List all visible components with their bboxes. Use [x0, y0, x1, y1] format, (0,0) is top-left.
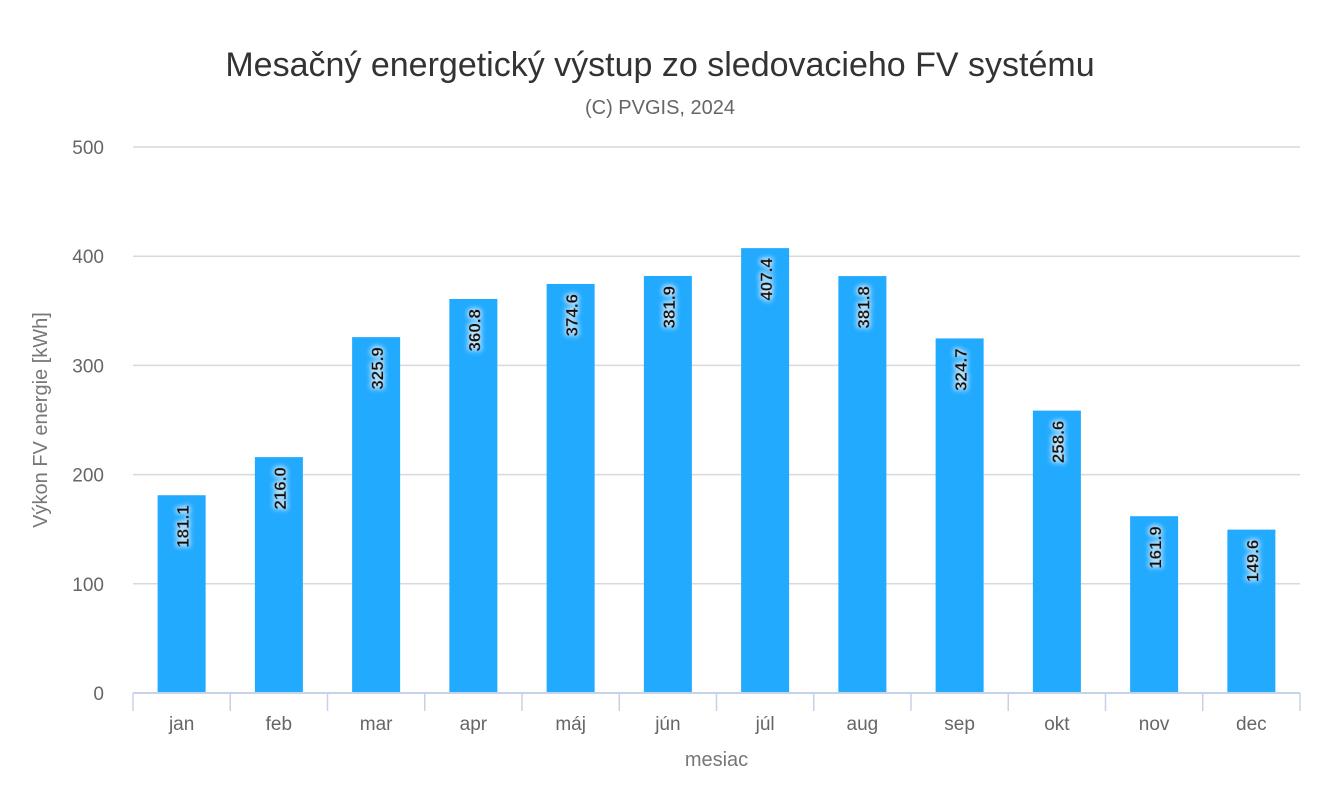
x-tick-label: nov: [1139, 714, 1170, 735]
chart-title: Mesačný energetický výstup zo sledovacie…: [225, 46, 1095, 84]
bar: [1227, 529, 1276, 693]
data-label: 360.8: [465, 309, 484, 352]
y-tick-label: 200: [72, 466, 104, 487]
bar: [1130, 516, 1179, 693]
bar: [1032, 410, 1081, 693]
x-tick-label: apr: [460, 714, 488, 735]
data-label: 324.7: [952, 348, 971, 391]
x-tick-label: máj: [555, 714, 586, 735]
x-tick-label: dec: [1236, 714, 1267, 735]
data-label: 181.1: [174, 505, 193, 548]
x-axis-title: mesiac: [685, 749, 748, 771]
x-tick-label: aug: [847, 714, 879, 735]
data-label: 258.6: [1049, 421, 1068, 464]
bar: [546, 283, 595, 693]
bar: [643, 275, 692, 693]
y-tick-label: 100: [72, 575, 104, 596]
x-tick-label: sep: [944, 714, 975, 735]
bar: [254, 457, 303, 693]
x-tick-label: feb: [266, 714, 292, 735]
bar: [741, 248, 790, 693]
bar: [935, 338, 984, 693]
y-tick-label: 400: [72, 247, 104, 268]
x-tick-label: júl: [755, 714, 775, 735]
chart-subtitle: (C) PVGIS, 2024: [584, 97, 736, 119]
bar: [157, 495, 206, 693]
x-tick-label: jún: [654, 714, 680, 735]
data-label: 161.9: [1146, 526, 1165, 569]
data-label: 381.9: [660, 286, 679, 329]
data-label: 216.0: [271, 467, 290, 510]
data-label: 381.8: [854, 286, 873, 329]
data-label: 407.4: [757, 258, 776, 301]
bar: [352, 337, 401, 693]
x-tick-label: mar: [360, 714, 393, 735]
bar: [838, 276, 887, 693]
data-label: 374.6: [563, 294, 582, 337]
y-tick-label: 300: [72, 356, 104, 377]
y-tick-label: 500: [72, 138, 104, 159]
x-tick-label: okt: [1044, 714, 1070, 735]
y-axis-title: Výkon FV energie [kWh]: [30, 312, 52, 528]
x-tick-label: jan: [168, 714, 194, 735]
data-label: 149.6: [1243, 540, 1262, 583]
y-tick-label: 0: [93, 684, 104, 705]
bar: [449, 299, 498, 693]
data-label: 325.9: [368, 347, 387, 390]
